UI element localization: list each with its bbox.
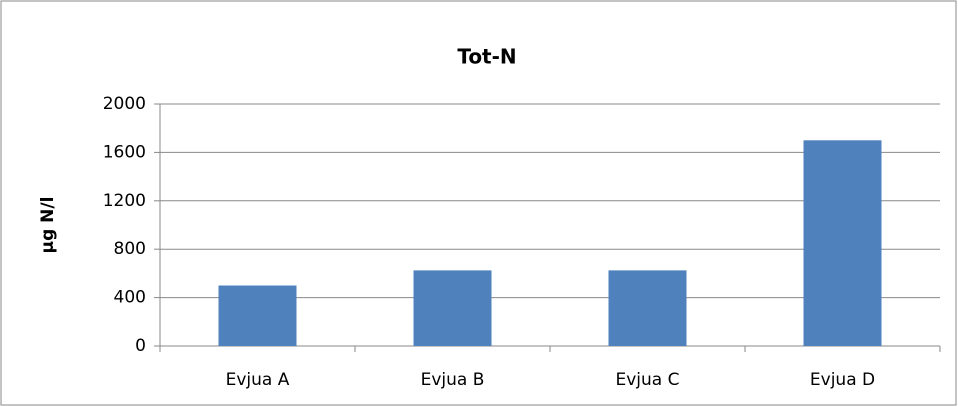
bar (218, 285, 297, 346)
chart-title: Tot-N (457, 45, 516, 69)
bar (803, 140, 882, 346)
y-axis-label: µg N/l (38, 197, 58, 254)
y-tick-label: 0 (135, 336, 146, 356)
y-tick-label: 2000 (103, 94, 146, 114)
x-tick-label: Evjua B (421, 370, 485, 390)
x-tick-label: Evjua D (810, 370, 875, 390)
y-tick-label: 1600 (103, 142, 146, 162)
x-tick-label: Evjua C (616, 370, 680, 390)
y-tick-label: 1200 (103, 191, 146, 211)
x-tick-label: Evjua A (226, 370, 290, 390)
y-tick-label: 400 (114, 288, 146, 308)
bar (413, 270, 492, 346)
bar (608, 270, 687, 346)
y-tick-label: 800 (114, 239, 146, 259)
